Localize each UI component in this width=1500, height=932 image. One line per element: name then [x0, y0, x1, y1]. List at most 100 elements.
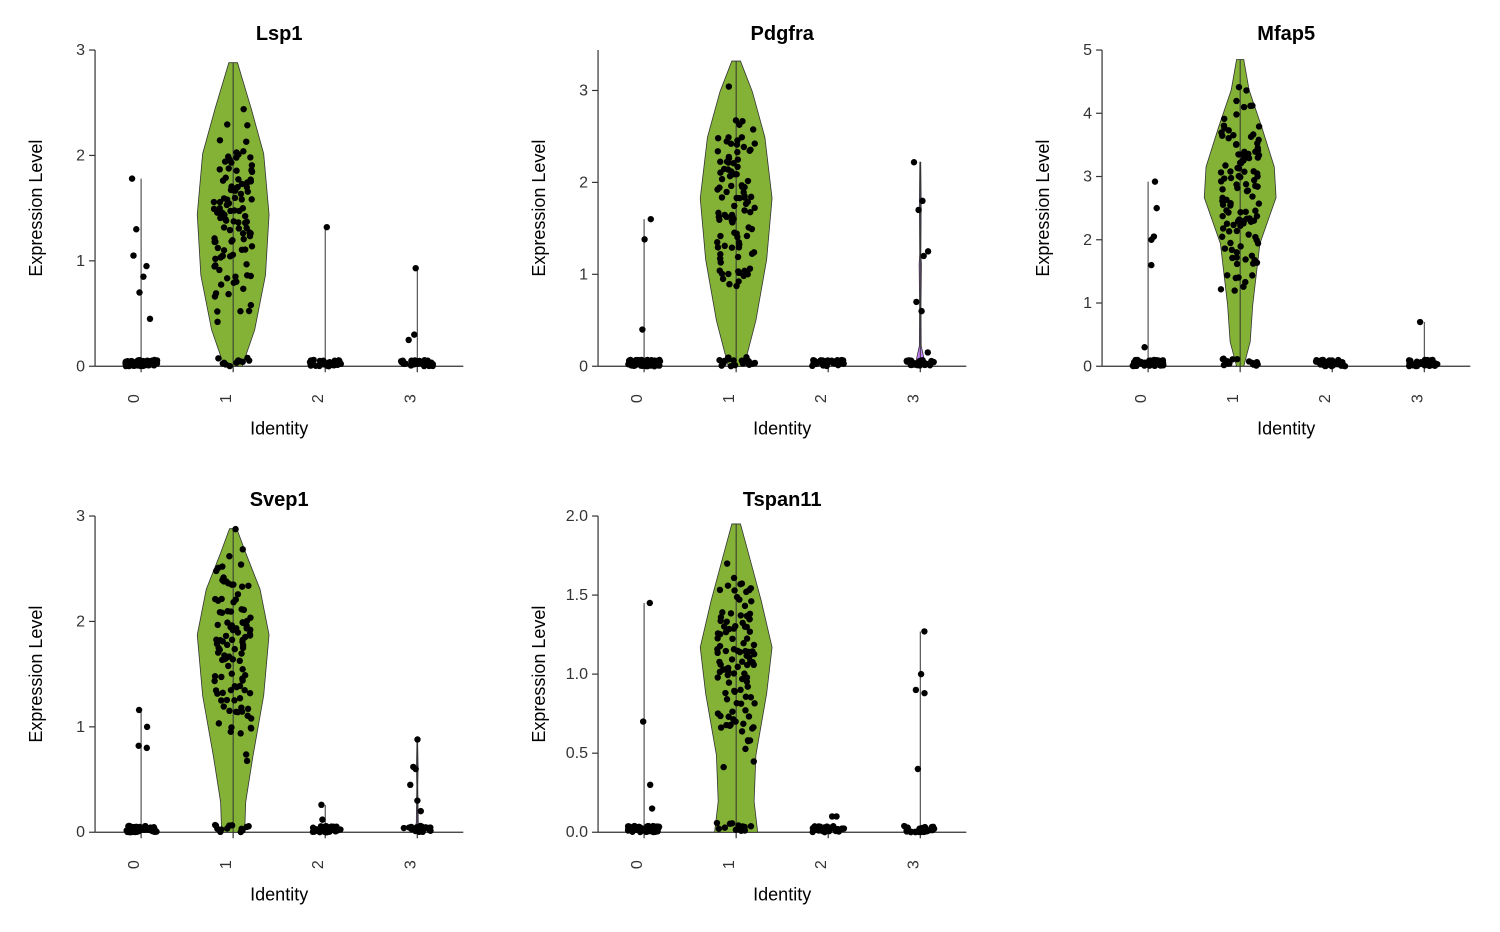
data-point	[1249, 193, 1255, 199]
data-point	[243, 261, 249, 267]
y-axis-label: Expression Level	[1033, 140, 1053, 277]
data-point	[752, 140, 758, 146]
data-point	[212, 262, 218, 268]
data-point	[724, 619, 730, 625]
data-point	[1242, 256, 1248, 262]
data-point	[1246, 215, 1252, 221]
data-point	[244, 758, 250, 764]
x-tick-label: 1	[218, 860, 235, 869]
data-point	[919, 308, 925, 314]
data-point	[724, 189, 730, 195]
data-point	[751, 759, 757, 765]
data-point	[401, 825, 407, 831]
data-point	[717, 669, 723, 675]
data-point	[231, 697, 237, 703]
data-point	[1219, 213, 1225, 219]
data-point	[1254, 140, 1260, 146]
data-point	[640, 326, 646, 332]
data-point	[409, 359, 415, 365]
data-point	[817, 824, 823, 830]
data-point	[1243, 181, 1249, 187]
data-point	[240, 286, 246, 292]
data-point	[1219, 195, 1225, 201]
data-point	[218, 698, 224, 704]
data-point	[752, 700, 758, 706]
panel-title: Tspan11	[743, 489, 822, 511]
data-point	[644, 357, 650, 363]
data-point	[1220, 362, 1226, 368]
data-point	[1253, 237, 1259, 243]
data-point	[718, 169, 724, 175]
data-point	[240, 645, 246, 651]
data-point	[644, 827, 650, 833]
data-point	[1141, 344, 1147, 350]
data-point	[1256, 123, 1262, 129]
data-point	[751, 249, 757, 255]
data-point	[224, 121, 230, 127]
data-point	[215, 622, 221, 628]
data-point	[732, 689, 738, 695]
data-point	[745, 178, 751, 184]
data-point	[224, 620, 230, 626]
data-point	[1222, 162, 1228, 168]
data-point	[1146, 360, 1152, 366]
data-point	[1233, 181, 1239, 187]
y-tick-label: 1	[76, 719, 85, 736]
data-point	[413, 825, 419, 831]
data-point	[239, 196, 245, 202]
y-tick-label: 3	[76, 42, 85, 59]
x-tick-label: 0	[1133, 394, 1150, 403]
data-point	[717, 159, 723, 165]
data-point	[414, 737, 420, 743]
data-point	[1250, 168, 1256, 174]
violin-plot-grid: Lsp101230123IdentityExpression LevelPdgf…	[20, 20, 1480, 912]
data-point	[718, 713, 724, 719]
data-point	[226, 156, 232, 162]
data-point	[1218, 178, 1224, 184]
x-tick-label: 3	[1409, 394, 1426, 403]
data-point	[223, 655, 229, 661]
data-point	[718, 259, 724, 265]
data-point	[1247, 103, 1253, 109]
data-point	[235, 219, 241, 225]
y-tick-label: 1.0	[566, 666, 588, 683]
data-point	[319, 817, 325, 823]
x-tick-label: 3	[906, 394, 923, 403]
data-point	[1230, 132, 1236, 138]
data-point	[735, 137, 741, 143]
x-tick-label: 2	[310, 394, 327, 403]
violin-panel: Pdgfra01230123IdentityExpression Level	[523, 20, 976, 446]
data-point	[226, 165, 232, 171]
y-tick-label: 3	[76, 508, 85, 525]
data-point	[133, 226, 139, 232]
data-point	[212, 293, 218, 299]
data-point	[249, 243, 255, 249]
data-point	[715, 148, 721, 154]
data-point	[823, 825, 829, 831]
data-point	[246, 308, 252, 314]
data-point	[247, 176, 253, 182]
data-point	[904, 358, 910, 364]
data-point	[1252, 208, 1258, 214]
data-point	[135, 743, 141, 749]
data-point	[1341, 363, 1347, 369]
data-point	[224, 826, 230, 832]
y-tick-label: 0	[76, 825, 85, 842]
data-point	[834, 814, 840, 820]
data-point	[248, 196, 254, 202]
data-point	[1231, 287, 1237, 293]
data-point	[745, 684, 751, 690]
data-point	[239, 247, 245, 253]
data-point	[717, 267, 723, 273]
data-point	[716, 826, 722, 832]
data-point	[247, 154, 253, 160]
data-point	[732, 362, 738, 368]
x-tick-label: 3	[906, 860, 923, 869]
data-point	[1234, 261, 1240, 267]
data-point	[729, 219, 735, 225]
x-tick-label: 1	[721, 860, 738, 869]
data-point	[1414, 363, 1420, 369]
data-point	[626, 824, 632, 830]
data-point	[738, 613, 744, 619]
data-point	[735, 164, 741, 170]
